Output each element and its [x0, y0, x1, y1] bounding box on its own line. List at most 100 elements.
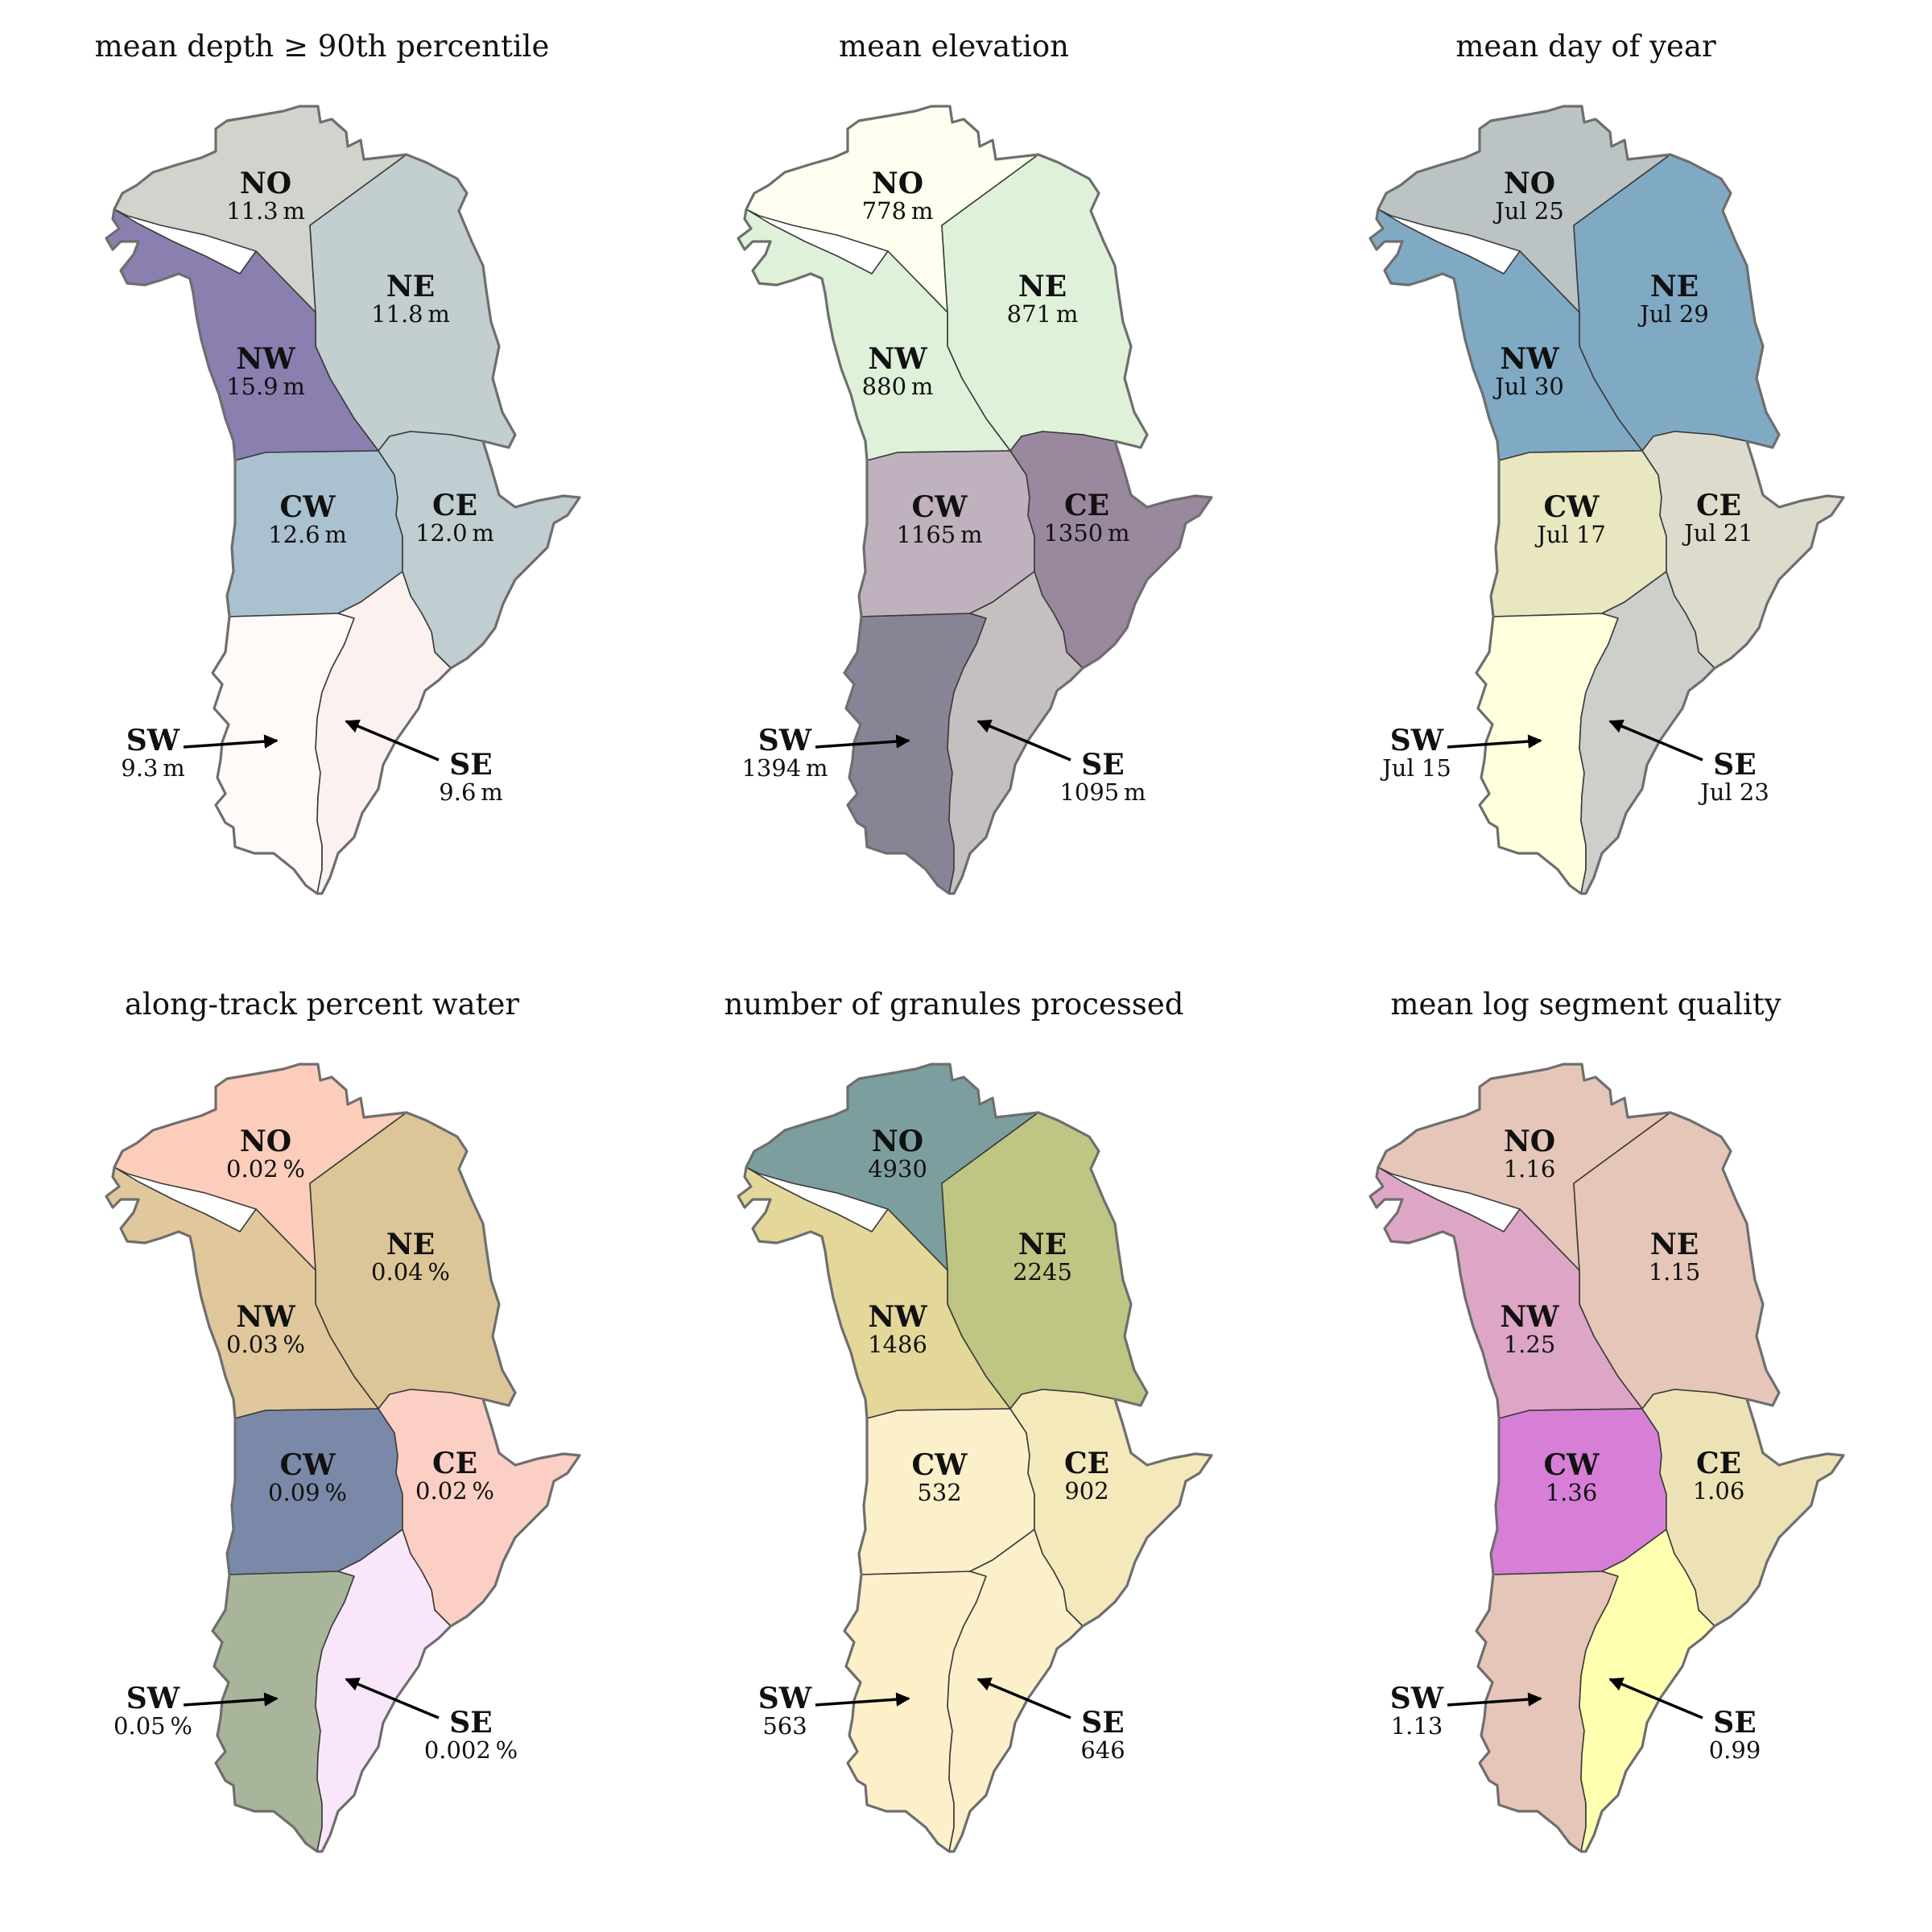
region-label-no: NO [872, 1125, 923, 1158]
region-label-no: NO [240, 1125, 291, 1158]
coastline [105, 1063, 581, 1853]
map-panel-1: mean depth ≥ 90th percentile NO 11.3 m NE 11… [0, 0, 644, 958]
region-label-cw: CW [279, 1448, 336, 1482]
region-value-nw: 15.9 m [226, 373, 305, 400]
region-value-no: 0.02 % [226, 1155, 305, 1183]
map-panel-6: mean log segment quality NO 1.16 NE 1.15 NW 1.… [1264, 958, 1908, 1916]
region-label-nw: NW [1500, 342, 1559, 376]
region-value-nw: 0.03 % [226, 1331, 305, 1358]
region-value-cw: 532 [917, 1479, 961, 1506]
arrow-sw [1447, 734, 1542, 749]
region-label-cw: CW [1543, 1448, 1600, 1482]
arrow-sw [183, 1692, 279, 1707]
greenland-map: NO0.02 %NE0.04 %NW0.03 %CW0.09 %CE0.02 %… [105, 1063, 581, 1853]
region-value-ce: 1350 m [1043, 519, 1129, 547]
region-value-ne: 1.15 [1649, 1258, 1701, 1286]
region-label-se: SE [1713, 748, 1756, 782]
region-label-se: SE [1713, 1706, 1756, 1740]
region-label-se: SE [449, 748, 492, 782]
coastline [737, 105, 1213, 895]
map-panel-4: along-track percent water NO 0.02 % NE 0.04 … [0, 958, 644, 1916]
region-label-sw: SW [758, 724, 812, 758]
region-value-cw: 12.6 m [268, 521, 347, 548]
region-label-no: NO [1504, 1125, 1555, 1158]
region-value-se: 1095 m [1059, 778, 1146, 806]
arrow-se [345, 1677, 440, 1719]
region-value-sw: 1394 m [741, 754, 828, 782]
region-label-sw: SW [126, 724, 180, 758]
region-label-ce: CE [432, 489, 477, 522]
region-label-no: NO [240, 167, 291, 200]
region-label-nw: NW [868, 342, 927, 376]
arrow-se [1608, 719, 1703, 762]
region-label-no: NO [872, 167, 923, 200]
region-value-sw: Jul 15 [1380, 754, 1451, 782]
region-value-ce: 902 [1064, 1477, 1108, 1505]
region-label-ce: CE [1064, 1447, 1109, 1480]
region-label-nw: NW [868, 1300, 927, 1334]
panel-title: number of granules processed [724, 987, 1184, 1022]
region-value-no: 11.3 m [226, 197, 305, 225]
arrow-sw [183, 734, 279, 749]
region-value-no: 1.16 [1504, 1155, 1556, 1183]
region-value-cw: 1.36 [1546, 1479, 1598, 1506]
region-label-cw: CW [911, 490, 968, 524]
region-label-sw: SW [1390, 724, 1444, 758]
coastline [737, 1063, 1213, 1853]
region-value-se: 0.99 [1709, 1736, 1761, 1764]
region-value-nw: 880 m [862, 373, 934, 400]
arrow-sw [815, 734, 910, 749]
region-value-no: Jul 25 [1492, 197, 1564, 225]
region-value-sw: 9.3 m [121, 754, 184, 782]
coastline [1368, 105, 1845, 895]
arrow-se [976, 1677, 1071, 1719]
region-label-ne: NE [386, 1228, 435, 1261]
map-panel-5: number of granules processed NO 4930 NE 2245… [632, 958, 1276, 1916]
region-label-sw: SW [126, 1682, 180, 1715]
region-label-ne: NE [1650, 270, 1699, 303]
region-value-ne: 871 m [1007, 300, 1079, 328]
region-label-ne: NE [1018, 1228, 1067, 1261]
region-value-sw: 0.05 % [114, 1712, 192, 1740]
region-value-sw: 1.13 [1391, 1712, 1443, 1740]
region-label-ne: NE [1018, 270, 1067, 303]
greenland-map: NO1.16 NE1.15 NW1.25 CW1.36 CE1.06 SW1.13 SE0.… [1368, 1063, 1845, 1853]
region-label-sw: SW [1390, 1682, 1444, 1715]
region-value-nw: 1.25 [1504, 1331, 1556, 1358]
region-label-cw: CW [279, 490, 336, 524]
region-label-ce: CE [1696, 1447, 1741, 1480]
region-value-ne: 11.8 m [371, 300, 450, 328]
region-value-se: 646 [1080, 1736, 1125, 1764]
region-value-se: 9.6 m [439, 778, 502, 806]
region-value-cw: 1165 m [896, 521, 982, 548]
arrow-sw [815, 1692, 910, 1707]
panel-title: along-track percent water [124, 987, 520, 1022]
region-label-se: SE [1081, 1706, 1124, 1740]
region-label-ce: CE [432, 1447, 477, 1480]
region-label-nw: NW [236, 1300, 295, 1334]
coastline [1368, 1063, 1845, 1853]
arrow-sw [1447, 1692, 1542, 1707]
map-panel-2: mean elevation NO 778 m NE 871 m NW 880 m CW 116… [632, 0, 1276, 958]
map-panel-3: mean day of year NO Jul 25 NE Jul 29 NW Jul 30… [1264, 0, 1908, 958]
arrow-se [1608, 1677, 1703, 1719]
region-value-ce: 12.0 m [415, 519, 494, 547]
panel-title: mean depth ≥ 90th percentile [94, 29, 550, 64]
region-value-ce: 1.06 [1693, 1477, 1745, 1505]
region-value-ne: Jul 29 [1637, 300, 1709, 328]
region-value-sw: 563 [762, 1712, 807, 1740]
region-value-nw: Jul 30 [1492, 373, 1564, 400]
region-label-no: NO [1504, 167, 1555, 200]
region-value-cw: 0.09 % [268, 1479, 347, 1506]
region-label-nw: NW [1500, 1300, 1559, 1334]
region-label-se: SE [1081, 748, 1124, 782]
region-label-cw: CW [911, 1448, 968, 1482]
region-label-ce: CE [1696, 489, 1741, 522]
region-label-ne: NE [386, 270, 435, 303]
region-label-sw: SW [758, 1682, 812, 1715]
region-value-ce: 0.02 % [415, 1477, 494, 1505]
region-value-ne: 2245 [1013, 1258, 1072, 1286]
region-value-cw: Jul 17 [1534, 521, 1606, 548]
